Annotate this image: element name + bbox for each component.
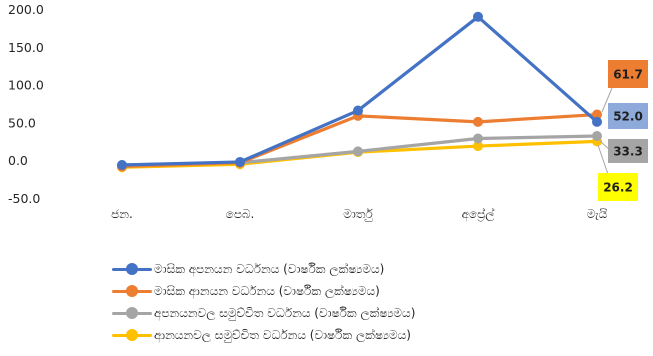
y-tick-label: 150.0 [8,40,44,55]
series-point [473,11,483,22]
series-point [117,159,127,170]
x-tick-label: මාර්තු [343,207,373,221]
series-point [473,116,483,127]
series-point [235,156,245,167]
series-point [473,133,483,144]
legend-swatch-icon [112,306,152,320]
series-point [592,116,602,127]
legend-item: මාසික ආනයන වර්ධනය (වාර්ෂික ලක්ෂ්‍යමය) [112,280,415,302]
legend-label: මාසික අපනයන වර්ධනය (වාර්ෂික ලක්ෂ්‍යමය) [154,261,385,276]
series-point [353,146,363,157]
legend-item: ආනයනවල සමුච්චිත වර්ධනය (වාර්ෂික ලක්ෂ්‍යම… [112,324,415,346]
legend-item: මාසික අපනයන වර්ධනය (වාර්ෂික ලක්ෂ්‍යමය) [112,258,415,280]
legend-label: ආනයනවල සමුච්චිත වර්ධනය (වාර්ෂික ලක්ෂ්‍යම… [154,327,411,342]
y-tick-label: 200.0 [8,2,44,17]
x-axis: ජන. පෙබ. මාර්තු අප්‍රේල් මැයි [111,207,608,222]
data-labels: 52.0 61.7 33.3 26.2 [597,60,648,201]
y-axis: -50.0 0.0 50.0 100.0 150.0 200.0 [8,2,44,206]
y-tick-label: 0.0 [8,153,28,168]
legend-label: අපනයනවල සමුච්චිත වර්ධනය (වාර්ෂික ලක්ෂ්‍ය… [154,305,416,320]
legend-swatch-icon [112,262,152,276]
data-label-box [608,139,648,163]
series-group [117,11,602,173]
leader-line [601,87,613,113]
legend-swatch-icon [112,284,152,298]
legend: මාසික අපනයන වර්ධනය (වාර්ෂික ලක්ෂ්‍යමය) මා… [112,258,415,346]
legend-label: මාසික ආනයන වර්ධනය (වාර්ෂික ලක්ෂ්‍යමය) [154,283,380,298]
data-label: 33.3 [613,145,643,159]
data-label-box [598,173,638,201]
data-label: 61.7 [613,68,643,82]
series-line [120,112,599,169]
x-tick-label: ජන. [111,207,133,221]
series-point [592,109,602,120]
line-chart: -50.0 0.0 50.0 100.0 150.0 200.0 ජන. පෙබ. මාර්ත… [8,2,648,222]
x-tick-label: මැයි [587,207,608,221]
series-point [353,105,363,116]
data-label: 26.2 [603,181,633,195]
data-label-box [608,60,648,88]
series-point [592,131,602,142]
legend-swatch-icon [112,328,152,342]
y-tick-label: 50.0 [8,115,36,130]
legend-item: අපනයනවල සමුච්චිත වර්ධනය (වාර්ෂික ලක්ෂ්‍ය… [112,302,415,324]
data-label-box [608,103,648,129]
data-label: 52.0 [613,110,643,124]
x-tick-label: අප්‍රේල් [462,207,495,222]
x-tick-label: පෙබ. [226,207,255,221]
series-point [473,141,483,152]
y-tick-label: -50.0 [8,191,40,206]
y-tick-label: 100.0 [8,78,44,93]
